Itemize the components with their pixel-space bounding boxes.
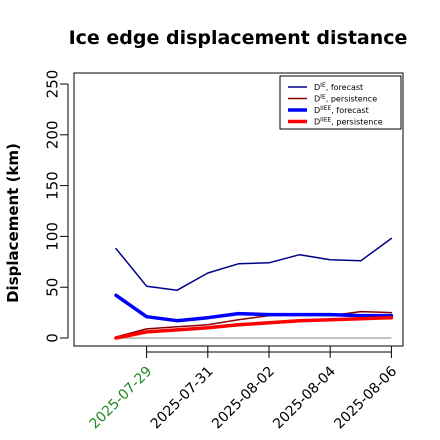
series-line [114,293,394,323]
y-tick-label: 250 [44,70,62,99]
y-tick-label: 50 [44,278,62,297]
x-tick-label: 2025-07-29 [87,364,156,433]
plot-area [73,72,404,347]
series-lines [114,237,394,340]
series-line [115,237,393,291]
legend-label: DIIEE, forecast [314,105,369,115]
legend-label: DIE, forecast [314,82,363,92]
x-tick-label: 2025-08-06 [331,363,400,432]
y-tick-label: 100 [44,222,62,251]
x-tick-label: 2025-07-31 [148,364,217,433]
legend-label: DIIEE, persistence [314,117,383,127]
y-tick-label: 150 [44,171,62,200]
x-tick-label: 2025-08-04 [270,363,339,432]
series-line [114,315,394,340]
y-tick-label: 0 [44,333,62,343]
x-axis: 2025-07-292025-07-312025-08-022025-08-04… [87,346,400,433]
chart-title: Ice edge displacement distance [69,27,408,49]
legend-label: DIE, persistence [314,94,377,104]
x-tick-label: 2025-08-02 [209,364,278,433]
y-axis-label: Displacement (km) [4,143,22,303]
y-axis: 0 50 100 150 200 250 [44,70,69,343]
y-tick-label: 200 [44,120,62,149]
